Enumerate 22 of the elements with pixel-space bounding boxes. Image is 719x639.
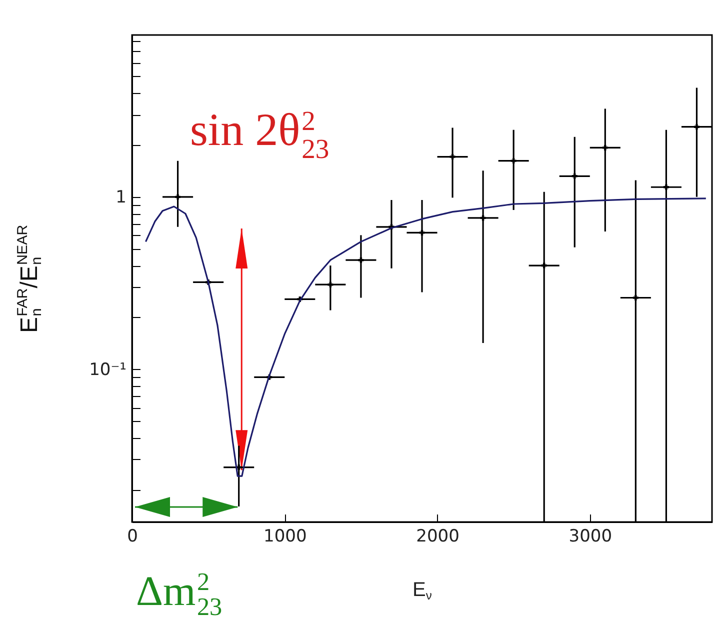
point [602,144,608,150]
point [450,154,456,160]
x-tick-label: 2000 [416,526,460,546]
x-tick-label: 3000 [568,526,612,546]
point [632,295,638,300]
point [694,124,700,130]
point [541,262,547,268]
x-axis-title: E$_{ν}$ [412,579,432,603]
point [572,173,578,179]
y-tick-label: 10⁻¹ [89,360,126,380]
point [510,158,516,164]
point [663,184,669,190]
y-axis-title: EnFAR/EnNEAR [15,224,46,332]
point [175,194,181,200]
point [358,257,364,263]
y-tick-label: 1 [116,187,126,208]
line-series [144,198,707,477]
x-tick-label: 0 [127,526,138,546]
point [419,230,425,236]
point [480,215,486,221]
x-tick-label: 1000 [264,526,307,546]
point [328,282,334,288]
